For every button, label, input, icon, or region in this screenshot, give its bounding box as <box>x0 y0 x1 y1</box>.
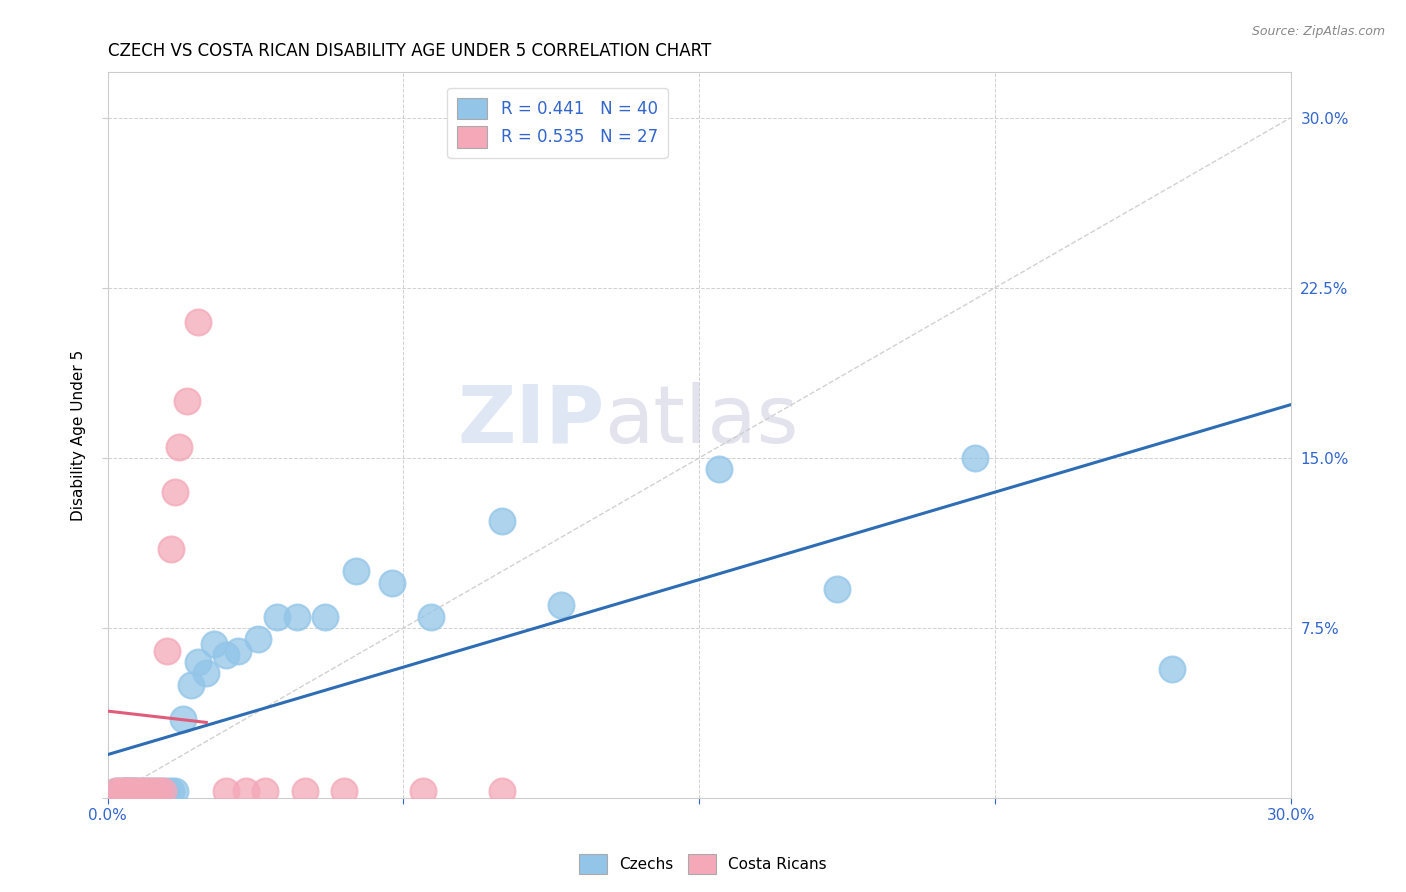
Point <box>108 784 131 798</box>
Point <box>112 784 135 798</box>
Text: atlas: atlas <box>605 382 799 459</box>
Point <box>187 315 209 329</box>
Point <box>148 784 170 798</box>
Point <box>246 632 269 647</box>
Point <box>143 784 166 798</box>
Point <box>965 450 987 465</box>
Point <box>124 784 146 798</box>
Point <box>117 784 139 798</box>
Point <box>163 784 186 798</box>
Point <box>156 643 179 657</box>
Point <box>120 784 142 798</box>
Point <box>266 609 288 624</box>
Point <box>294 784 316 798</box>
Point <box>148 784 170 798</box>
Point <box>180 678 202 692</box>
Point <box>156 784 179 798</box>
Point <box>139 784 162 798</box>
Point <box>825 582 848 597</box>
Point <box>120 784 142 798</box>
Point <box>108 784 131 798</box>
Point <box>226 643 249 657</box>
Point <box>117 784 139 798</box>
Point <box>124 784 146 798</box>
Point <box>143 784 166 798</box>
Point <box>124 784 146 798</box>
Point <box>215 648 238 663</box>
Point <box>120 784 142 798</box>
Point <box>167 440 190 454</box>
Point <box>202 637 225 651</box>
Point <box>491 515 513 529</box>
Point <box>215 784 238 798</box>
Point <box>104 784 127 798</box>
Point <box>160 541 183 556</box>
Point <box>707 462 730 476</box>
Point <box>172 712 194 726</box>
Point <box>117 784 139 798</box>
Point <box>136 784 159 798</box>
Point <box>139 784 162 798</box>
Point <box>381 575 404 590</box>
Point <box>420 609 443 624</box>
Point <box>1161 662 1184 676</box>
Legend: Czechs, Costa Ricans: Czechs, Costa Ricans <box>574 848 832 880</box>
Point <box>195 666 218 681</box>
Point <box>550 599 572 613</box>
Point <box>132 784 155 798</box>
Point <box>152 784 174 798</box>
Text: Source: ZipAtlas.com: Source: ZipAtlas.com <box>1251 25 1385 38</box>
Point <box>104 784 127 798</box>
Point <box>491 784 513 798</box>
Point <box>163 484 186 499</box>
Text: ZIP: ZIP <box>457 382 605 459</box>
Point <box>117 784 139 798</box>
Point <box>314 609 336 624</box>
Point <box>136 784 159 798</box>
Point <box>128 784 150 798</box>
Y-axis label: Disability Age Under 5: Disability Age Under 5 <box>72 350 86 521</box>
Legend: R = 0.441   N = 40, R = 0.535   N = 27: R = 0.441 N = 40, R = 0.535 N = 27 <box>447 88 668 158</box>
Point <box>344 564 367 578</box>
Point <box>333 784 356 798</box>
Point <box>112 784 135 798</box>
Point <box>112 784 135 798</box>
Point <box>152 784 174 798</box>
Point <box>254 784 277 798</box>
Point <box>412 784 434 798</box>
Point <box>128 784 150 798</box>
Point <box>235 784 257 798</box>
Point <box>285 609 308 624</box>
Text: CZECH VS COSTA RICAN DISABILITY AGE UNDER 5 CORRELATION CHART: CZECH VS COSTA RICAN DISABILITY AGE UNDE… <box>108 42 711 60</box>
Point <box>176 394 198 409</box>
Point <box>160 784 183 798</box>
Point <box>187 655 209 669</box>
Point <box>132 784 155 798</box>
